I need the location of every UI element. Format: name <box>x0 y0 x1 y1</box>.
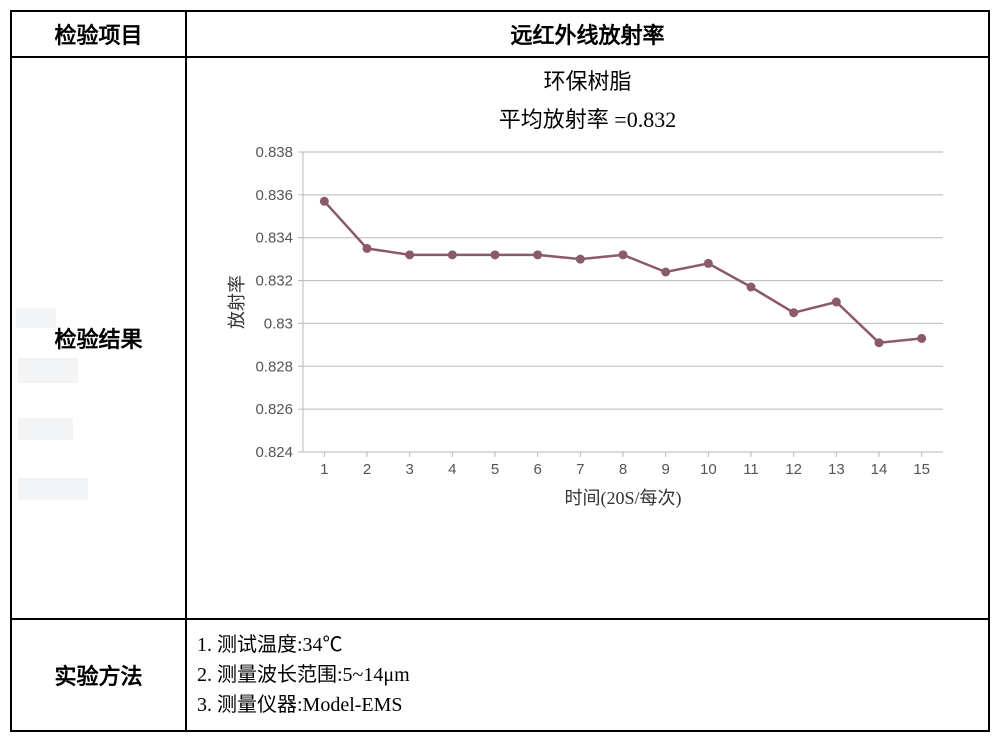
svg-text:8: 8 <box>618 461 626 478</box>
chart-title: 环保树脂 <box>197 64 978 96</box>
svg-text:4: 4 <box>448 461 456 478</box>
svg-text:0.838: 0.838 <box>255 144 293 161</box>
svg-text:15: 15 <box>913 461 930 478</box>
svg-text:1: 1 <box>320 461 328 478</box>
svg-text:10: 10 <box>699 461 716 478</box>
chart-wrap: 0.824 0.826 0.828 0.83 0.832 0.834 0.836 0.838 1… <box>208 142 968 612</box>
svg-text:0.828: 0.828 <box>255 358 293 375</box>
svg-text:0.832: 0.832 <box>255 273 293 290</box>
svg-text:放射率: 放射率 <box>227 275 247 329</box>
svg-text:3: 3 <box>405 461 413 478</box>
svg-text:11: 11 <box>743 461 759 478</box>
svg-text:7: 7 <box>576 461 584 478</box>
svg-text:2: 2 <box>362 461 370 478</box>
svg-text:14: 14 <box>870 461 887 478</box>
header-emissivity: 远红外线放射率 <box>186 11 989 57</box>
svg-text:0.836: 0.836 <box>255 187 293 204</box>
svg-text:时间(20S/每次): 时间(20S/每次) <box>564 488 681 509</box>
header-inspection-item: 检验项目 <box>11 11 186 57</box>
chart-cell: 环保树脂 平均放射率 =0.832 0.8240.8260.8280.830.8… <box>186 57 989 619</box>
row-label-method: 实验方法 <box>11 619 186 731</box>
svg-text:9: 9 <box>661 461 669 478</box>
svg-text:0.826: 0.826 <box>255 401 293 418</box>
svg-text:13: 13 <box>827 461 844 478</box>
method-cell: 1. 测试温度:34℃ 2. 测量波长范围:5~14μm 3. 测量仪器:Mod… <box>186 619 989 731</box>
row-label-result-text: 检验结果 <box>54 327 142 352</box>
svg-text:0.824: 0.824 <box>255 444 293 461</box>
method-item-2: 2. 测量波长范围:5~14μm <box>197 660 978 690</box>
svg-text:0.834: 0.834 <box>255 230 293 247</box>
row-label-result: 检验结果 <box>11 57 186 619</box>
report-table: 检验项目 远红外线放射率 检验结果 环保树脂 平均放射率 =0.832 0.82… <box>10 10 990 732</box>
svg-text:0.83: 0.83 <box>263 315 292 332</box>
method-list: 1. 测试温度:34℃ 2. 测量波长范围:5~14μm 3. 测量仪器:Mod… <box>197 626 978 724</box>
method-item-3: 3. 测量仪器:Model-EMS <box>197 690 978 720</box>
chart-subtitle: 平均放射率 =0.832 <box>197 102 978 134</box>
svg-text:12: 12 <box>785 461 802 478</box>
svg-text:5: 5 <box>490 461 498 478</box>
svg-text:6: 6 <box>533 461 541 478</box>
method-item-1: 1. 测试温度:34℃ <box>197 630 978 660</box>
emissivity-line-chart: 0.824 0.826 0.828 0.83 0.832 0.834 0.836 0.838 1… <box>208 142 968 542</box>
